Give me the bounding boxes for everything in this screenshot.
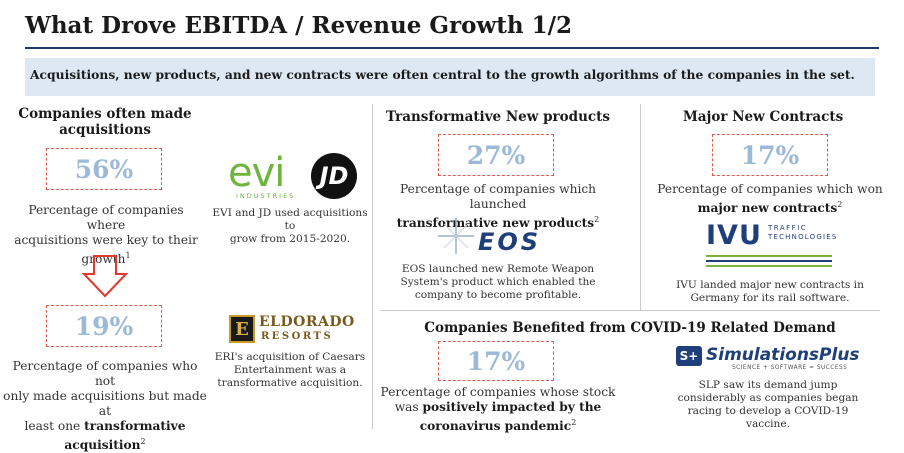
- tacq-desc-bold2: acquisition: [64, 438, 141, 453]
- eos-star-icon: [438, 218, 474, 254]
- acquisitions-heading-line1: Companies often made: [18, 106, 192, 122]
- tacq-desc-line3: least one transformative: [2, 419, 208, 434]
- jd-logo: JD: [311, 153, 357, 199]
- covid-desc-bold2: coronavirus pandemic: [419, 419, 572, 434]
- eos-logo-text: EOS: [478, 228, 542, 256]
- covid-heading: Companies Benefited from COVID-19 Relate…: [424, 320, 836, 336]
- footnote-marker: 2: [571, 418, 577, 427]
- eos-caption-line3: company to become profitable.: [414, 289, 582, 301]
- jd-logo-text: JD: [319, 162, 349, 190]
- ivu-logo-text: IVU: [706, 220, 762, 251]
- evi-logo: evi INDUSTRIES: [228, 150, 300, 204]
- evi-jd-caption: EVI and JD used acquisitions to grow fro…: [212, 207, 368, 246]
- column-divider-left: [372, 104, 373, 429]
- ivu-stripes-icon: [706, 255, 832, 267]
- products-heading: Transformative New products: [386, 109, 610, 125]
- acq-desc-line1: Percentage of companies where: [28, 203, 184, 232]
- eldorado-logo-name: ELDORADO: [259, 314, 355, 330]
- tacq-desc-bold1: transformative: [84, 419, 186, 433]
- ivu-logo-sub1: TRAFFIC: [768, 224, 808, 232]
- tacq-desc-line3-text: least one: [24, 419, 85, 433]
- footnote-marker: 1: [125, 251, 131, 260]
- eos-caption-line1: EOS launched new Remote Weapon: [401, 263, 595, 275]
- slp-mark-text: S+: [679, 349, 699, 363]
- products-stat-value: 27%: [466, 140, 526, 170]
- contracts-stat-box: 17%: [712, 134, 828, 176]
- acquisitions-heading: Companies often made acquisitions: [10, 106, 200, 138]
- slp-caption-line3: racing to develop a COVID-19: [687, 405, 849, 417]
- ivu-logo: IVU TRAFFIC TECHNOLOGIES: [706, 220, 836, 270]
- summary-banner: [25, 58, 875, 96]
- contracts-desc-line1: Percentage of companies which won: [657, 182, 883, 196]
- eri-caption-line1: ERI's acquisition of Caesars: [214, 351, 366, 363]
- transformative-acq-description: Percentage of companies who not only mad…: [2, 359, 208, 453]
- slp-caption-line2: considerably as companies began: [677, 392, 859, 404]
- column-divider-right: [640, 104, 641, 310]
- acquisitions-stat-box: 56%: [46, 148, 162, 190]
- title-rule: [25, 47, 879, 49]
- eldorado-logo: E ELDORADO RESORTS: [229, 314, 356, 346]
- ivu-caption: IVU landed major new contracts in German…: [670, 279, 870, 305]
- covid-stat-box: 17%: [438, 341, 554, 381]
- transformative-acq-stat-box: 19%: [46, 305, 162, 347]
- eldorado-logo-sub: RESORTS: [261, 331, 334, 342]
- eos-caption-line2: System's product which enabled the: [400, 276, 596, 288]
- contracts-desc-bold: major new contracts: [697, 201, 838, 216]
- eldorado-mark: E: [229, 315, 255, 343]
- tacq-desc-line4: acquisition2: [2, 434, 208, 453]
- covid-desc-line3: coronavirus pandemic2: [378, 415, 618, 434]
- covid-stat-description: Percentage of companies whose stock was …: [378, 385, 618, 434]
- acquisitions-stat-description: Percentage of companies where acquisitio…: [8, 203, 204, 267]
- tacq-desc-line2: only made acquisitions but made at: [3, 389, 207, 418]
- eldorado-mark-letter: E: [235, 318, 249, 340]
- contracts-stat-description: Percentage of companies which won major …: [650, 182, 890, 216]
- slp-logo-tagline: SCIENCE + SOFTWARE = SUCCESS: [732, 365, 848, 371]
- tacq-desc-line1: Percentage of companies who not: [12, 359, 198, 388]
- eri-caption-line2: Entertainment was a: [233, 364, 347, 376]
- slp-caption-line4: vaccine.: [745, 418, 790, 430]
- products-desc-line1: Percentage of companies which launched: [399, 182, 597, 211]
- eos-logo: EOS: [436, 216, 558, 256]
- covid-desc-line2a: was: [394, 400, 423, 414]
- ivu-caption-line1: IVU landed major new contracts in: [676, 279, 864, 291]
- page-title: What Drove EBITDA / Revenue Growth 1/2: [25, 12, 573, 39]
- contracts-heading: Major New Contracts: [682, 109, 844, 125]
- acq-desc-line2: acquisitions were key to their: [14, 233, 198, 247]
- covid-desc-bold1: positively impacted by the: [422, 400, 602, 414]
- evi-logo-sub: INDUSTRIES: [236, 192, 296, 200]
- evi-caption-line2: grow from 2015-2020.: [229, 233, 351, 245]
- evi-logo-text: evi: [228, 150, 285, 196]
- eri-caption: ERI's acquisition of Caesars Entertainme…: [214, 351, 366, 390]
- covid-desc-line2: was positively impacted by the: [378, 400, 618, 415]
- contracts-stat-value: 17%: [740, 140, 800, 170]
- acquisitions-stat-value: 56%: [74, 154, 134, 184]
- ivu-logo-sub2: TECHNOLOGIES: [768, 233, 838, 241]
- transformative-acq-stat-value: 19%: [74, 311, 134, 341]
- slp-caption: SLP saw its demand jump considerably as …: [672, 379, 864, 431]
- footnote-marker: 2: [594, 215, 600, 224]
- summary-banner-text: Acquisitions, new products, and new cont…: [30, 67, 855, 82]
- covid-desc-line1: Percentage of companies whose stock: [380, 385, 616, 399]
- covid-stat-value: 17%: [466, 346, 526, 376]
- products-stat-box: 27%: [438, 134, 554, 176]
- slp-mark: S+: [676, 346, 702, 366]
- slp-logo-name: SimulationsPlus: [706, 345, 860, 365]
- section-divider: [380, 310, 880, 311]
- footnote-marker: 2: [837, 200, 843, 209]
- eri-caption-line3: transformative acquisition.: [217, 377, 363, 389]
- contracts-desc-line2: major new contracts2: [650, 197, 890, 216]
- ivu-caption-line2: Germany for its rail software.: [690, 292, 850, 304]
- down-arrow-icon: [82, 255, 128, 298]
- simulationsplus-logo: S+ SimulationsPlus SCIENCE + SOFTWARE = …: [676, 345, 860, 375]
- eos-caption: EOS launched new Remote Weapon System's …: [392, 263, 604, 302]
- footnote-marker: 2: [140, 437, 146, 446]
- acquisitions-heading-line2: acquisitions: [59, 122, 151, 138]
- slp-caption-line1: SLP saw its demand jump: [698, 379, 838, 391]
- evi-caption-line1: EVI and JD used acquisitions to: [212, 207, 368, 232]
